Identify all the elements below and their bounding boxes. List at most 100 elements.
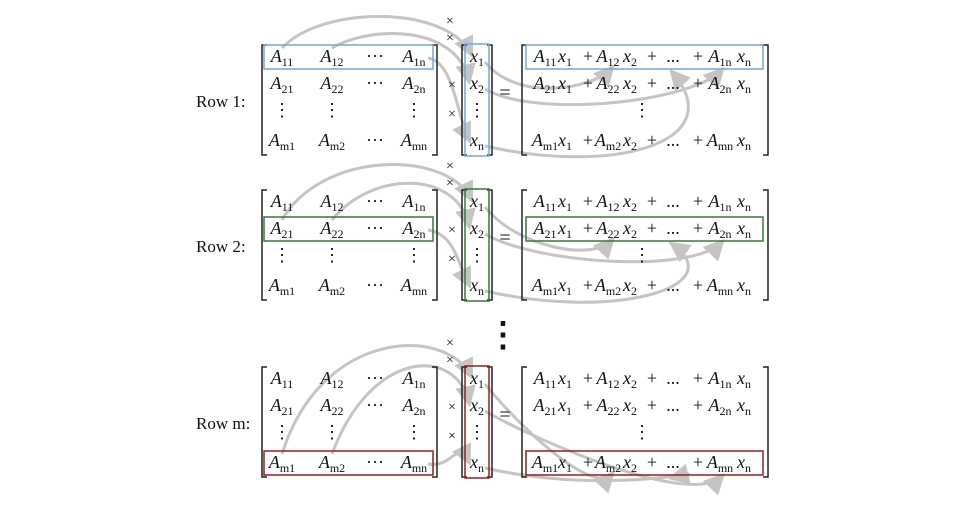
result-term: ... xyxy=(666,452,680,472)
result-term: x2 xyxy=(622,218,637,241)
result-term: A12 xyxy=(596,368,620,391)
result-term: + xyxy=(647,368,657,388)
result-term: + xyxy=(647,218,657,238)
highlighted-a-row xyxy=(263,450,434,476)
vector-x: x1 x2 ⋮ xn xyxy=(461,188,493,302)
result-term: xn xyxy=(736,218,751,241)
matrix-a-entry: ⋮ xyxy=(323,100,341,120)
vector-x-entry: x1 xyxy=(469,368,484,391)
matrix-a-entry: ··· xyxy=(366,46,384,66)
matrix-a-entry: A12 xyxy=(320,191,344,214)
result-term: ... xyxy=(666,368,680,388)
vector-x-entry: xn xyxy=(469,452,484,475)
arrow-an-to-xn xyxy=(427,228,471,289)
matrix-a-entry: A22 xyxy=(320,218,344,241)
result-term: A12 xyxy=(596,46,620,69)
matrix-a-entry: Amn xyxy=(400,275,427,298)
arrow-x1-to-result xyxy=(483,206,615,260)
arrow-a1-to-x1 xyxy=(280,15,473,58)
times-sign: × xyxy=(446,176,454,191)
result-term: Am2 xyxy=(594,130,621,153)
matrix-a-entry: ··· xyxy=(366,275,384,295)
vector-x-entry: x2 xyxy=(469,395,484,418)
result-term: x1 xyxy=(557,73,572,96)
matrix-a: A11 A12 ··· A1n A21 A22 ··· A2n ⋮ ⋮ ⋮ Am1 Am2 ··· Amn xyxy=(261,366,438,478)
result-term: x1 xyxy=(557,275,572,298)
matrix-a-entry: ··· xyxy=(366,130,384,150)
matrix-a-entry: A2n xyxy=(402,218,426,241)
result-term: + xyxy=(647,46,657,66)
result-term: ... xyxy=(666,275,680,295)
result-term: xn xyxy=(736,130,751,153)
result-term: A22 xyxy=(596,73,620,96)
highlighted-x-vector xyxy=(464,365,490,479)
result-term: ... xyxy=(666,73,680,93)
result-term: xn xyxy=(736,275,751,298)
result-term: x1 xyxy=(557,218,572,241)
block-row-3: Row m: A11 A12 ··· A1n A21 A22 ··· A2n ⋮ ⋮ ⋮ Am1 Am2 ·… xyxy=(196,336,769,496)
highlighted-a-row xyxy=(263,44,434,70)
matrix-a-entry: ··· xyxy=(366,218,384,238)
matrix-a-entry: A11 xyxy=(270,191,294,214)
arrow-x2-to-result xyxy=(484,66,725,107)
result-term: A22 xyxy=(596,218,620,241)
result-term: x2 xyxy=(622,395,637,418)
result-term: x2 xyxy=(622,130,637,153)
times-sign: × xyxy=(448,78,456,93)
arrow-x2-to-result xyxy=(484,232,725,264)
matrix-a-left-bracket xyxy=(261,366,267,478)
result-entry: ⋮ xyxy=(633,422,651,442)
matrix-a: A11 A12 ··· A1n A21 A22 ··· A2n ⋮ ⋮ ⋮ Am1 Am2 ··· Amn xyxy=(261,44,438,156)
arrow-a2-to-x2 xyxy=(330,364,476,455)
times-signs: × × × × xyxy=(446,14,456,122)
result-term: x2 xyxy=(622,452,637,475)
result-term: + xyxy=(583,46,593,66)
vector-x-entry: ⋮ xyxy=(468,245,486,265)
result-term: x1 xyxy=(557,395,572,418)
matrix-a-entry: Am1 xyxy=(268,130,295,153)
matrix-a-entry: A1n xyxy=(402,368,426,391)
result-entry: ⋮ xyxy=(633,100,651,120)
matrix-a-entry: Am1 xyxy=(268,452,295,475)
matrix-a-entry: ⋮ xyxy=(323,422,341,442)
result-term: + xyxy=(583,191,593,211)
result-left-bracket xyxy=(521,366,527,478)
result-term: A2n xyxy=(708,73,732,96)
arrow-xn-to-result xyxy=(484,241,692,304)
matrix-a-entry: ⋮ xyxy=(323,245,341,265)
result-left-bracket xyxy=(521,44,527,156)
result-term: + xyxy=(693,368,703,388)
matrix-a-entry: ··· xyxy=(366,191,384,211)
multiply-arrows xyxy=(280,163,725,304)
matrix-a-entry: Am2 xyxy=(318,275,345,298)
times-sign: × xyxy=(446,353,454,368)
matrix-a-entry: A11 xyxy=(270,368,294,391)
result-right-bracket xyxy=(763,366,769,478)
result-term: A21 xyxy=(533,73,557,96)
arrow-an-to-xn xyxy=(427,442,471,466)
result-term: A21 xyxy=(533,218,557,241)
matrix-a-entry: ⋮ xyxy=(273,100,291,120)
result-term: + xyxy=(693,275,703,295)
equals-sign: = xyxy=(499,404,510,426)
result-term: + xyxy=(583,452,593,472)
matrix-a-entry: A1n xyxy=(402,191,426,214)
vector-x-entry: ⋮ xyxy=(468,100,486,120)
result-term: x1 xyxy=(557,452,572,475)
times-sign: × xyxy=(446,14,454,29)
matrix-a-entry: A21 xyxy=(270,218,294,241)
matrix-a-entry: A2n xyxy=(402,73,426,96)
matrix-a-entry: Amn xyxy=(400,452,427,475)
result-term: + xyxy=(647,395,657,415)
matrix-a-entry: A21 xyxy=(270,395,294,418)
times-sign: × xyxy=(448,429,456,444)
result-term: Am2 xyxy=(594,275,621,298)
arrow-a1-to-x1 xyxy=(280,163,473,221)
result-term: x2 xyxy=(622,73,637,96)
matrix-a-entry: A11 xyxy=(270,46,294,69)
times-sign: × xyxy=(448,400,456,415)
result-term: x1 xyxy=(557,46,572,69)
matrix-a-entry: A21 xyxy=(270,73,294,96)
result-term: xn xyxy=(736,452,751,475)
matrix-a-entry: ⋮ xyxy=(405,245,423,265)
